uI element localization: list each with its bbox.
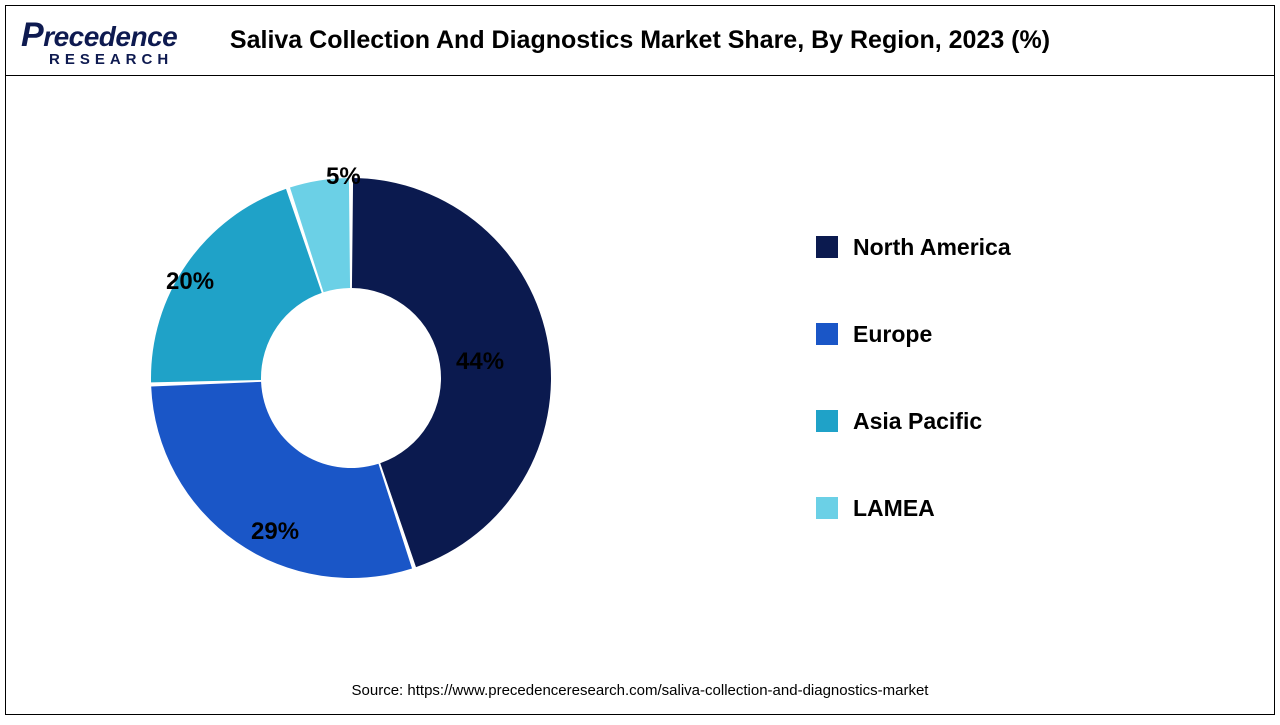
donut-chart [131, 158, 571, 598]
legend-label: Europe [853, 321, 932, 348]
chart-container: Precedence RESEARCH Saliva Collection An… [5, 5, 1275, 715]
legend-label: LAMEA [853, 495, 935, 522]
donut-wrap: 44% 29% 20% 5% [26, 118, 676, 638]
legend-item: Asia Pacific [816, 408, 1011, 435]
legend-label: North America [853, 234, 1011, 261]
legend-swatch [816, 410, 838, 432]
legend: North America Europe Asia Pacific LAMEA [816, 234, 1011, 522]
source-text: Source: https://www.precedenceresearch.c… [6, 682, 1274, 699]
legend-item: Europe [816, 321, 1011, 348]
chart-area: 44% 29% 20% 5% North America Europe Asia Paci… [26, 96, 1254, 659]
donut-slice [151, 381, 412, 577]
slice-value-label: 5% [326, 163, 361, 191]
legend-item: North America [816, 234, 1011, 261]
legend-swatch [816, 236, 838, 258]
legend-label: Asia Pacific [853, 408, 982, 435]
logo: Precedence RESEARCH [21, 16, 221, 68]
logo-subbrand: RESEARCH [49, 51, 221, 68]
legend-swatch [816, 497, 838, 519]
header-row: Precedence RESEARCH Saliva Collection An… [6, 6, 1274, 76]
logo-word: recedence [43, 21, 177, 52]
donut-slices [151, 178, 551, 578]
slice-value-label: 29% [251, 518, 299, 546]
legend-swatch [816, 323, 838, 345]
logo-brand: Precedence [21, 16, 221, 55]
slice-value-label: 20% [166, 268, 214, 296]
slice-value-label: 44% [456, 348, 504, 376]
legend-item: LAMEA [816, 495, 1011, 522]
logo-initial: P [21, 16, 43, 54]
